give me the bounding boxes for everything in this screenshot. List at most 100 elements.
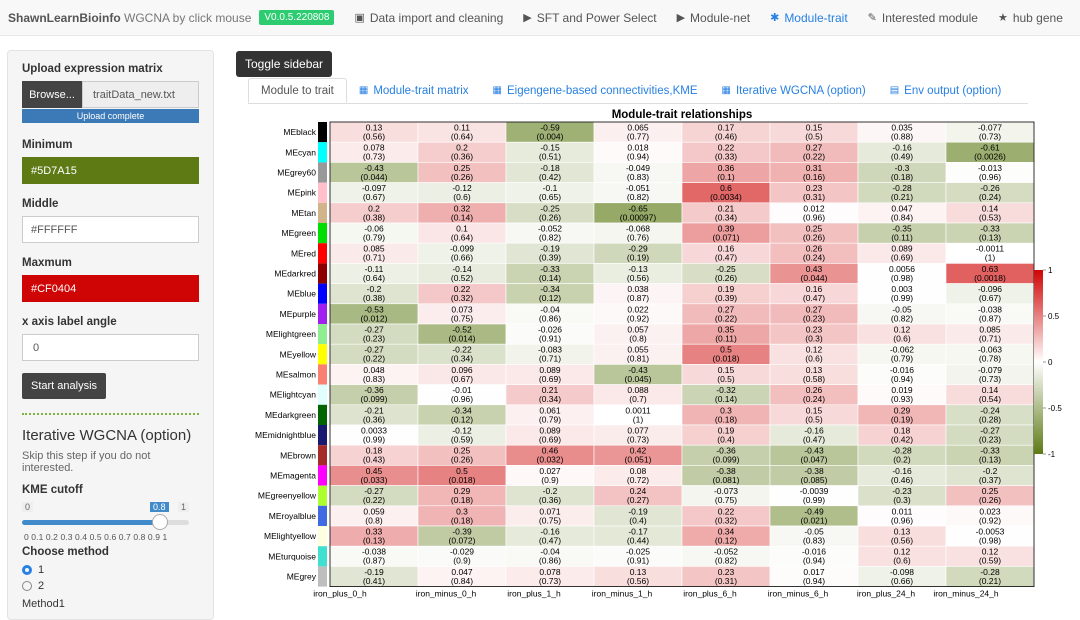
cell-pvalue: (0.47) bbox=[715, 253, 737, 263]
cell-correlation: -0.35 bbox=[892, 224, 912, 234]
cell-pvalue: (0.94) bbox=[803, 576, 825, 586]
browse-button[interactable]: Browse... bbox=[22, 81, 82, 108]
maximum-color-input[interactable]: #CF0404 bbox=[22, 275, 199, 302]
chart-title: Module-trait relationships bbox=[612, 109, 753, 121]
cell-pvalue: (0.46) bbox=[891, 475, 913, 485]
tab-label: Module-trait matrix bbox=[373, 84, 469, 97]
module-color-swatch bbox=[318, 404, 327, 425]
start-analysis-button[interactable]: Start analysis bbox=[22, 373, 107, 399]
cell-pvalue: (0.79) bbox=[363, 233, 385, 243]
slider-handle[interactable] bbox=[152, 514, 168, 530]
tab-label: Env output (option) bbox=[904, 84, 1002, 97]
cell-correlation: 0.13 bbox=[366, 123, 383, 133]
method-radio-1[interactable]: 1 bbox=[22, 564, 199, 576]
cell-pvalue: (0.31) bbox=[803, 192, 825, 202]
cell-pvalue: (0.23) bbox=[363, 334, 385, 344]
cell-correlation: -0.52 bbox=[452, 325, 472, 335]
nav-item-sft-and-power-select[interactable]: ▶ SFT and Power Select bbox=[523, 11, 656, 25]
module-color-swatch bbox=[318, 425, 327, 446]
cell-pvalue: (0.26) bbox=[539, 212, 561, 222]
nav-item-hub-gene[interactable]: ★ hub gene bbox=[998, 11, 1063, 25]
cell-pvalue: (0.1) bbox=[717, 172, 735, 182]
angle-label: x axis label angle bbox=[22, 316, 117, 328]
cell-correlation: 0.2 bbox=[368, 203, 380, 213]
cell-correlation: -0.051 bbox=[626, 183, 650, 193]
cell-correlation: -0.36 bbox=[716, 446, 736, 456]
cell-pvalue: (0.012) bbox=[361, 313, 388, 323]
cell-correlation: 0.6 bbox=[720, 183, 732, 193]
file-name-field[interactable]: traitData_new.txt bbox=[82, 81, 199, 108]
tab-module-trait-matrix[interactable]: ▦ Module-trait matrix bbox=[347, 78, 481, 103]
angle-input[interactable]: 0 bbox=[22, 334, 199, 361]
cell-correlation: 0.071 bbox=[539, 506, 561, 516]
module-label: MElightyellow bbox=[264, 531, 317, 541]
cell-correlation: -0.2 bbox=[543, 486, 558, 496]
cell-pvalue: (0.18) bbox=[891, 172, 913, 182]
cell-pvalue: (0.18) bbox=[451, 515, 473, 525]
module-color-swatch bbox=[318, 202, 327, 223]
cell-pvalue: (0.59) bbox=[979, 556, 1001, 566]
nav-item-interested-module[interactable]: ✎ Interested module bbox=[868, 11, 978, 25]
upload-label: Upload expression matrix bbox=[22, 63, 163, 75]
tab-iterative-wgcna-option-[interactable]: ▦ Iterative WGCNA (option) bbox=[710, 78, 878, 103]
cell-correlation: -0.038 bbox=[362, 547, 386, 557]
cell-pvalue: (0.26) bbox=[451, 455, 473, 465]
radio-selected-icon[interactable] bbox=[22, 565, 32, 575]
cell-pvalue: (0.79) bbox=[539, 414, 561, 424]
cell-correlation: 0.63 bbox=[982, 264, 999, 274]
cell-correlation: -0.14 bbox=[452, 264, 472, 274]
cell-correlation: 0.003 bbox=[891, 284, 913, 294]
cell-correlation: 0.078 bbox=[363, 143, 385, 153]
tab-env-output-option-[interactable]: ▤ Env output (option) bbox=[878, 78, 1014, 103]
brand[interactable]: ShawnLearnBioinfo WGCNA by click mouse bbox=[8, 10, 252, 25]
nav-item-module-trait[interactable]: ✱ Module-trait bbox=[770, 11, 848, 25]
cell-correlation: 0.018 bbox=[627, 143, 649, 153]
module-label: MEyellow bbox=[280, 349, 317, 359]
nav-item-module-net[interactable]: ▶ Module-net bbox=[677, 11, 751, 25]
cell-correlation: 0.39 bbox=[718, 224, 735, 234]
cell-correlation: -0.22 bbox=[452, 345, 472, 355]
cell-pvalue: (0.96) bbox=[451, 394, 473, 404]
skip-hint: Skip this step if you do not interested. bbox=[22, 450, 151, 474]
cell-pvalue: (0.7) bbox=[629, 394, 647, 404]
cell-pvalue: (0.86) bbox=[539, 313, 561, 323]
module-color-swatch bbox=[318, 122, 327, 143]
kme-slider[interactable]: 0 1 0.8 0 0.1 0.2 0.3 0.4 0.5 0.6 0.7 0.… bbox=[22, 502, 199, 546]
module-color-swatch bbox=[318, 485, 327, 506]
cell-correlation: 0.085 bbox=[363, 244, 385, 254]
cell-correlation: 0.059 bbox=[363, 506, 385, 516]
cell-pvalue: (0.98) bbox=[979, 536, 1001, 546]
cell-pvalue: (0.11) bbox=[715, 334, 737, 344]
main-nav: ▣ Data import and cleaning ▶ SFT and Power … bbox=[344, 11, 1072, 25]
module-color-swatch bbox=[318, 162, 327, 183]
cell-correlation: 0.22 bbox=[718, 506, 735, 516]
kme-label: KME cutoff bbox=[22, 484, 83, 496]
cell-correlation: -0.016 bbox=[802, 547, 826, 557]
nav-item-data-import-and-cleaning[interactable]: ▣ Data import and cleaning bbox=[354, 11, 503, 25]
cell-pvalue: (0.3) bbox=[893, 495, 911, 505]
radio-icon[interactable] bbox=[22, 581, 32, 591]
module-color-swatch bbox=[318, 243, 327, 264]
cell-pvalue: (0.99) bbox=[803, 495, 825, 505]
minimum-color-input[interactable]: #5D7A15 bbox=[22, 157, 199, 184]
upload-progress-bar: Upload complete bbox=[22, 109, 199, 123]
cell-correlation: -0.16 bbox=[892, 143, 912, 153]
cell-correlation: -0.36 bbox=[364, 385, 384, 395]
cell-pvalue: (0.82) bbox=[715, 556, 737, 566]
module-color-swatch bbox=[318, 263, 327, 284]
middle-color-input[interactable]: #FFFFFF bbox=[22, 216, 199, 243]
cell-pvalue: (0.051) bbox=[625, 455, 652, 465]
tab-eigengene-based-connectivities-kme[interactable]: ▦ Eigengene-based connectivities,KME bbox=[481, 78, 710, 103]
toggle-sidebar-button[interactable]: Toggle sidebar bbox=[236, 51, 333, 77]
module-label: MEpink bbox=[288, 188, 317, 198]
cell-pvalue: (0.98) bbox=[891, 273, 913, 283]
cell-correlation: -0.38 bbox=[716, 466, 736, 476]
cell-pvalue: (0.44) bbox=[627, 536, 649, 546]
cell-pvalue: (0.13) bbox=[979, 233, 1001, 243]
cell-pvalue: (0.12) bbox=[539, 293, 561, 303]
cell-pvalue: (0.16) bbox=[803, 172, 825, 182]
cell-correlation: -0.19 bbox=[364, 567, 384, 577]
method-radio-2[interactable]: 2 bbox=[22, 580, 199, 592]
tab-module-to-trait[interactable]: Module to trait bbox=[248, 78, 347, 103]
cell-pvalue: (0.96) bbox=[803, 212, 825, 222]
